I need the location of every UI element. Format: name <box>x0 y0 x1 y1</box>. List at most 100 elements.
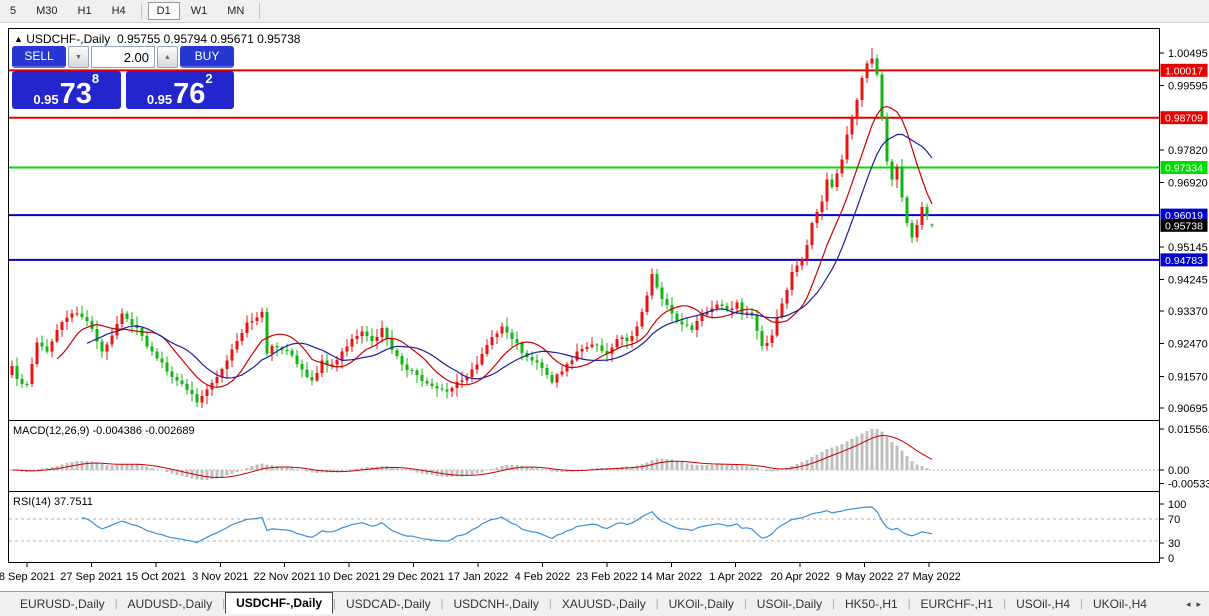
candle-body <box>765 343 769 347</box>
date-axis-label: 27 Sep 2021 <box>60 571 122 583</box>
candle-body <box>270 346 274 354</box>
candle-body <box>90 320 94 329</box>
tab-separator: | <box>114 598 118 610</box>
rsi-name: RSI(14) <box>13 496 51 508</box>
candle-body <box>445 389 449 392</box>
volume-decrease-button[interactable]: ▼ <box>68 46 89 68</box>
candle-body <box>115 324 119 336</box>
buy-price-pip: 2 <box>205 71 213 86</box>
price-axis: 1.00495 0.99595 0.97820 0.96920 0.95145 0.942… <box>1160 48 1209 565</box>
price-badge-text: 0.97334 <box>1165 162 1203 174</box>
volume-increase-button[interactable]: ▲ <box>157 46 178 68</box>
candle-body <box>360 331 364 337</box>
timeframe-button-w1[interactable]: W1 <box>190 5 208 17</box>
symbol-tab-eurchf-h1[interactable]: EURCHF-,H1 <box>920 597 994 611</box>
candle-body <box>185 384 189 390</box>
timeframe-button-h4[interactable]: H4 <box>111 5 126 17</box>
candle-body <box>535 360 539 363</box>
macd-axis-label: 0.00 <box>1168 465 1189 477</box>
tab-scroll-right-icon[interactable]: ▸ <box>1196 598 1201 609</box>
candle-body <box>610 347 614 354</box>
macd-axis-label: 0.015562 <box>1168 424 1209 436</box>
symbol-tab-usdcad-daily[interactable]: USDCAD-,Daily <box>345 597 431 611</box>
timeframe-button-h1[interactable]: H1 <box>77 5 92 17</box>
symbol-tab-eurusd-daily[interactable]: EURUSD-,Daily <box>20 597 105 611</box>
tab-separator: | <box>333 598 336 610</box>
candle-body <box>785 290 789 304</box>
rsi-indicator-label: RSI(14) 37.7511 <box>13 496 93 508</box>
symbol-tab-audusd-daily[interactable]: AUDUSD-,Daily <box>127 597 213 611</box>
candle-body <box>235 340 239 350</box>
symbol-tab-usoil-h4[interactable]: USOil-,H4 <box>1016 597 1071 611</box>
sell-price-box[interactable]: 0.95 73 8 <box>12 71 121 109</box>
ma-fast-line <box>56 105 933 388</box>
candle-body <box>540 362 544 368</box>
candle-body <box>35 342 39 365</box>
candle-body <box>740 302 744 314</box>
tab-separator: | <box>832 598 835 610</box>
candle-body <box>820 201 824 212</box>
price-axis-label: 0.94245 <box>1168 274 1208 286</box>
candle-body <box>215 376 219 383</box>
candle-body <box>910 223 914 238</box>
candle-body <box>565 364 569 372</box>
candle-body <box>310 376 314 381</box>
candle-body <box>870 58 874 64</box>
candle-body <box>505 326 509 333</box>
candle-body <box>510 332 514 339</box>
candle-body <box>390 338 394 350</box>
price-badge-1.00017 <box>1160 63 1208 77</box>
candle-body <box>575 351 579 361</box>
candle-body <box>85 316 89 321</box>
sell-button[interactable]: SELL <box>12 46 66 68</box>
symbol-tab-usdchf-daily[interactable]: USDCHF-,Daily <box>225 592 334 614</box>
candle-body <box>720 304 724 306</box>
date-axis-label: 29 Dec 2021 <box>382 571 444 583</box>
collapse-arrow-icon[interactable]: ▲ <box>14 34 23 44</box>
buy-price-box[interactable]: 0.95 76 2 <box>125 71 234 109</box>
candle-body <box>805 244 809 260</box>
date-axis-label: 10 Dec 2021 <box>318 571 380 583</box>
price-badge-text: 0.95738 <box>1165 220 1203 232</box>
rsi-axis-label: 30 <box>1168 538 1180 550</box>
symbol-tab-usoil-daily[interactable]: USOil-,Daily <box>756 597 823 611</box>
sell-price-pip: 8 <box>91 71 100 86</box>
candle-body <box>830 179 834 187</box>
candle-body <box>585 347 589 350</box>
symbol-tab-ukoil-h4[interactable]: UKOil-,H4 <box>1092 597 1147 611</box>
symbol-tab-hk50-h1[interactable]: HK50-,H1 <box>845 597 898 611</box>
candle-body <box>155 351 159 359</box>
tab-separator: | <box>907 598 911 610</box>
candle-body <box>620 337 624 339</box>
date-axis-label: 4 Feb 2022 <box>515 571 571 583</box>
candle-body <box>595 344 599 346</box>
tab-separator: | <box>655 598 659 610</box>
candle-body <box>435 386 439 389</box>
symbol-tab-usdcnh-daily[interactable]: USDCNH-,Daily <box>453 597 539 611</box>
candle-body <box>350 338 354 347</box>
timeframe-button-m30[interactable]: M30 <box>36 5 58 17</box>
date-axis-label: 9 May 2022 <box>836 571 893 583</box>
timeframe-button-d1[interactable]: D1 <box>147 2 180 20</box>
timeframe-button-mn[interactable]: MN <box>227 5 245 17</box>
volume-input[interactable]: 2.00 <box>91 46 155 68</box>
symbol-tab-xauusd-daily[interactable]: XAUUSD-,Daily <box>561 597 646 611</box>
candle-body <box>50 341 54 352</box>
candle-body <box>290 350 294 356</box>
candles-layer <box>10 48 934 408</box>
candle-body <box>895 166 899 180</box>
date-axis-label: 3 Nov 2021 <box>192 571 248 583</box>
candle-body <box>385 328 389 339</box>
one-click-trading-panel: SELL ▼ 2.00 ▲ BUY 0.95 73 8 0.95 76 2 <box>12 46 234 109</box>
candle-body <box>190 389 194 394</box>
candle-body <box>175 376 179 381</box>
timeframe-button-5[interactable]: 5 <box>10 5 17 17</box>
price-badge-text: 0.98709 <box>1165 113 1203 125</box>
candle-body <box>95 328 99 342</box>
candle-body <box>555 374 559 383</box>
symbol-tab-ukoil-daily[interactable]: UKOil-,Daily <box>668 597 734 611</box>
candle-body <box>625 337 629 341</box>
tab-scroll-left-icon[interactable]: ◂ <box>1185 598 1191 609</box>
candle-body <box>560 371 564 375</box>
buy-button[interactable]: BUY <box>180 46 234 68</box>
